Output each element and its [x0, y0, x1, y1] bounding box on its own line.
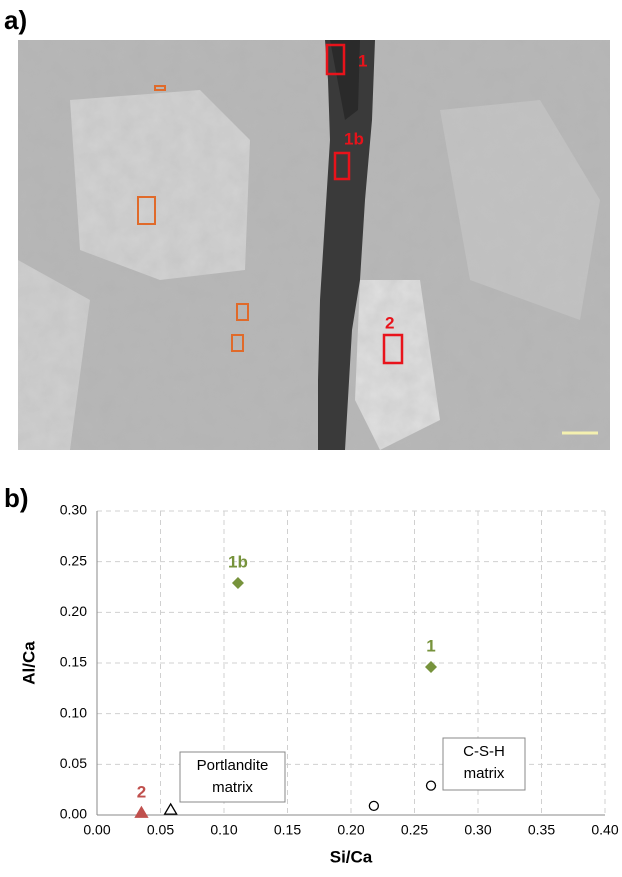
point-label: 1b [228, 552, 248, 571]
marker [425, 661, 438, 674]
y-tick-label: 0.00 [60, 806, 87, 822]
y-axis-label: Al/Ca [19, 641, 38, 685]
marker [134, 805, 149, 818]
point-label: 1 [426, 637, 435, 656]
image-marker: 1 [358, 51, 367, 70]
y-tick-label: 0.25 [60, 552, 87, 568]
x-tick-label: 0.10 [210, 822, 237, 838]
y-tick-label: 0.15 [60, 654, 87, 670]
y-tick-label: 0.05 [60, 755, 87, 771]
sem-image [18, 40, 610, 450]
x-tick-label: 0.20 [337, 822, 364, 838]
marker [425, 780, 437, 791]
x-tick-label: 0.25 [401, 822, 428, 838]
x-tick-label: 0.35 [528, 822, 555, 838]
x-tick-label: 0.05 [147, 822, 174, 838]
y-tick-label: 0.10 [60, 704, 87, 720]
marker [231, 576, 244, 589]
x-tick-label: 0.00 [83, 822, 110, 838]
image-marker: 2 [385, 313, 394, 332]
x-tick-label: 0.15 [274, 822, 301, 838]
point-label: 2 [137, 782, 146, 801]
panel-label: b) [4, 483, 29, 513]
annotation-box [179, 751, 286, 803]
x-tick-label: 0.40 [591, 822, 618, 838]
x-tick-label: 0.30 [464, 822, 491, 838]
annotation: C-S-H [463, 743, 505, 760]
y-tick-label: 0.20 [60, 603, 87, 619]
y-tick-label: 0.30 [60, 502, 87, 518]
annotation: matrix [212, 779, 253, 796]
annotation: matrix [464, 765, 505, 782]
marker [368, 800, 380, 812]
image-marker: 1b [344, 129, 364, 148]
panel-label: a) [4, 5, 27, 35]
annotation: Portlandite [197, 757, 269, 774]
annotation-box [442, 737, 526, 791]
marker [163, 802, 178, 815]
x-axis-label: Si/Ca [330, 847, 373, 866]
